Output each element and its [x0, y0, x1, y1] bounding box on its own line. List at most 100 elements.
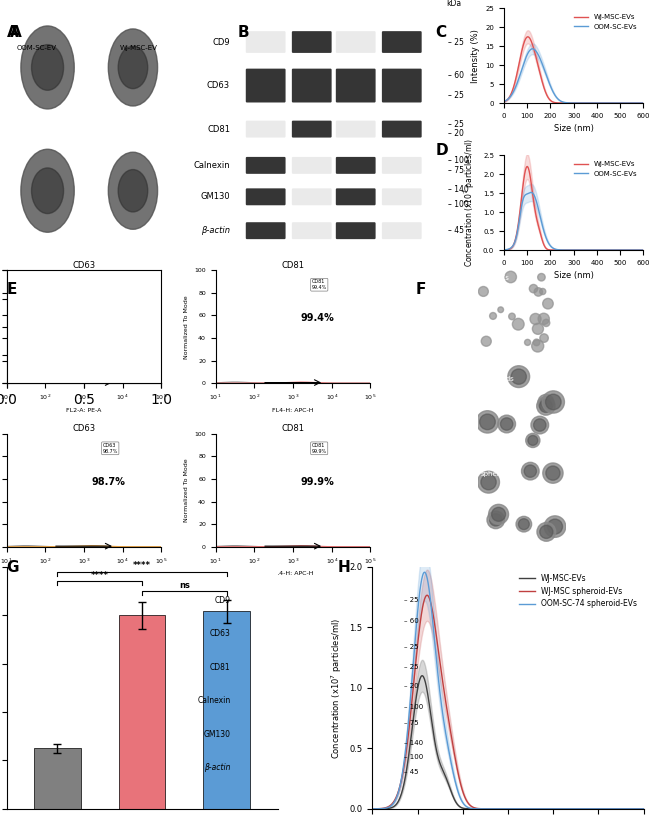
FancyBboxPatch shape: [246, 121, 285, 137]
WJ-MSC-EVs: [640, 98, 647, 108]
Circle shape: [540, 400, 552, 413]
OOM-SC-EVs: [536, 54, 544, 64]
FancyBboxPatch shape: [246, 31, 285, 53]
WJ-MSC-EVs: [439, 765, 447, 775]
Text: H: H: [338, 560, 351, 574]
Text: – 20: – 20: [404, 683, 419, 690]
Text: ****: ****: [91, 571, 109, 580]
OOM-SC-EVs: [528, 44, 536, 54]
Circle shape: [524, 465, 536, 477]
Circle shape: [491, 507, 506, 521]
Circle shape: [531, 416, 549, 434]
WJ-MSC-EVs: [593, 245, 601, 255]
FancyBboxPatch shape: [246, 222, 285, 239]
Text: – 75: – 75: [404, 720, 419, 726]
Text: WJ-MSCs: WJ-MSCs: [480, 275, 510, 281]
Circle shape: [533, 339, 540, 346]
OOM-SC-EVs: [525, 47, 532, 57]
Text: β-actin: β-actin: [204, 763, 231, 773]
Text: CD81: CD81: [207, 125, 230, 134]
Title: CD63: CD63: [72, 261, 96, 270]
Text: CD81
99.9%: CD81 99.9%: [311, 443, 327, 453]
Text: – 25: – 25: [448, 91, 463, 100]
Text: B: B: [237, 25, 249, 39]
Circle shape: [544, 516, 566, 538]
X-axis label: FL2-A: PE-A: FL2-A: PE-A: [66, 408, 101, 413]
FancyBboxPatch shape: [382, 157, 422, 174]
X-axis label: Size (nm): Size (nm): [554, 271, 593, 280]
Circle shape: [537, 522, 556, 541]
Text: Calnexin: Calnexin: [198, 696, 231, 706]
Line: WJ-MSC-EVs: WJ-MSC-EVs: [504, 167, 644, 250]
Legend: WJ-MSC-EVs, WJ-MSC spheroid-EVs, OOM-SC-74 spheroid-EVs: WJ-MSC-EVs, WJ-MSC spheroid-EVs, OOM-SC-…: [516, 571, 640, 612]
OOM-SC-EVs: [527, 188, 535, 198]
WJ-MSC spheroid-EVs: [423, 591, 431, 600]
Text: – 20: – 20: [448, 129, 463, 138]
FancyBboxPatch shape: [336, 31, 376, 53]
Text: OOM-SC-74
spheroids: OOM-SC-74 spheroids: [480, 463, 520, 476]
Circle shape: [509, 313, 515, 319]
Text: WJ-MSC-EV: WJ-MSC-EV: [120, 45, 158, 51]
OOM-SC-74 spheroid-EVs: [421, 567, 428, 577]
Text: CD63
98.7%: CD63 98.7%: [103, 443, 118, 453]
OOM-SC-74 spheroid-EVs: [369, 804, 376, 814]
Text: – 100: – 100: [448, 199, 469, 208]
Text: CD63
99.5%: CD63 99.5%: [103, 279, 118, 290]
WJ-MSC-EVs: [523, 162, 531, 172]
OOM-SC-EVs: [605, 98, 613, 108]
FancyBboxPatch shape: [292, 157, 332, 174]
WJ-MSC-EVs: [640, 804, 647, 814]
WJ-MSC-EVs: [528, 804, 536, 814]
X-axis label: Size (nm): Size (nm): [554, 124, 593, 133]
WJ-MSC spheroid-EVs: [550, 804, 558, 814]
Circle shape: [480, 414, 495, 430]
Circle shape: [489, 313, 497, 319]
WJ-MSC-EVs: [605, 98, 613, 108]
Ellipse shape: [21, 26, 74, 109]
Circle shape: [516, 516, 532, 532]
WJ-MSC spheroid-EVs: [573, 804, 581, 814]
Text: Calnexin: Calnexin: [194, 161, 230, 170]
Line: OOM-SC-EVs: OOM-SC-EVs: [504, 193, 644, 250]
X-axis label: FL4-H: APC-H: FL4-H: APC-H: [272, 408, 314, 413]
Circle shape: [481, 337, 491, 346]
WJ-MSC-EVs: [500, 245, 508, 255]
Circle shape: [487, 511, 504, 529]
Circle shape: [489, 514, 502, 526]
OOM-SC-EVs: [500, 96, 508, 106]
Text: WJ-MSC
spheroids: WJ-MSC spheroids: [480, 369, 514, 382]
WJ-MSC-EVs: [419, 671, 426, 681]
WJ-MSC-EVs: [573, 804, 581, 814]
X-axis label: FL4-H: APC-H: FL4-H: APC-H: [272, 571, 314, 576]
FancyBboxPatch shape: [382, 121, 422, 137]
WJ-MSC-EVs: [524, 32, 532, 42]
Text: GM130: GM130: [203, 730, 231, 739]
Circle shape: [478, 471, 499, 493]
FancyBboxPatch shape: [382, 189, 422, 205]
OOM-SC-EVs: [525, 189, 532, 199]
Text: – 140: – 140: [404, 740, 423, 747]
Text: – 100: – 100: [404, 703, 424, 710]
Circle shape: [519, 519, 529, 529]
Line: OOM-SC-74 spheroid-EVs: OOM-SC-74 spheroid-EVs: [372, 572, 644, 809]
Circle shape: [526, 433, 540, 448]
Text: GM130: GM130: [200, 192, 230, 201]
Text: G: G: [6, 560, 19, 574]
Circle shape: [534, 419, 546, 431]
Text: – 25: – 25: [404, 664, 419, 671]
Bar: [203, 611, 250, 809]
WJ-MSC spheroid-EVs: [417, 616, 424, 626]
Text: ns: ns: [179, 581, 190, 590]
Circle shape: [481, 475, 496, 490]
WJ-MSC spheroid-EVs: [491, 804, 499, 814]
Circle shape: [538, 313, 549, 324]
WJ-MSC spheroid-EVs: [369, 804, 376, 814]
Ellipse shape: [109, 29, 157, 106]
FancyBboxPatch shape: [336, 69, 376, 102]
Ellipse shape: [21, 150, 74, 232]
WJ-MSC spheroid-EVs: [528, 804, 536, 814]
Text: F: F: [416, 282, 426, 297]
OOM-SC-EVs: [536, 211, 544, 221]
WJ-MSC-EVs: [564, 98, 571, 108]
Text: CD63: CD63: [207, 81, 230, 90]
